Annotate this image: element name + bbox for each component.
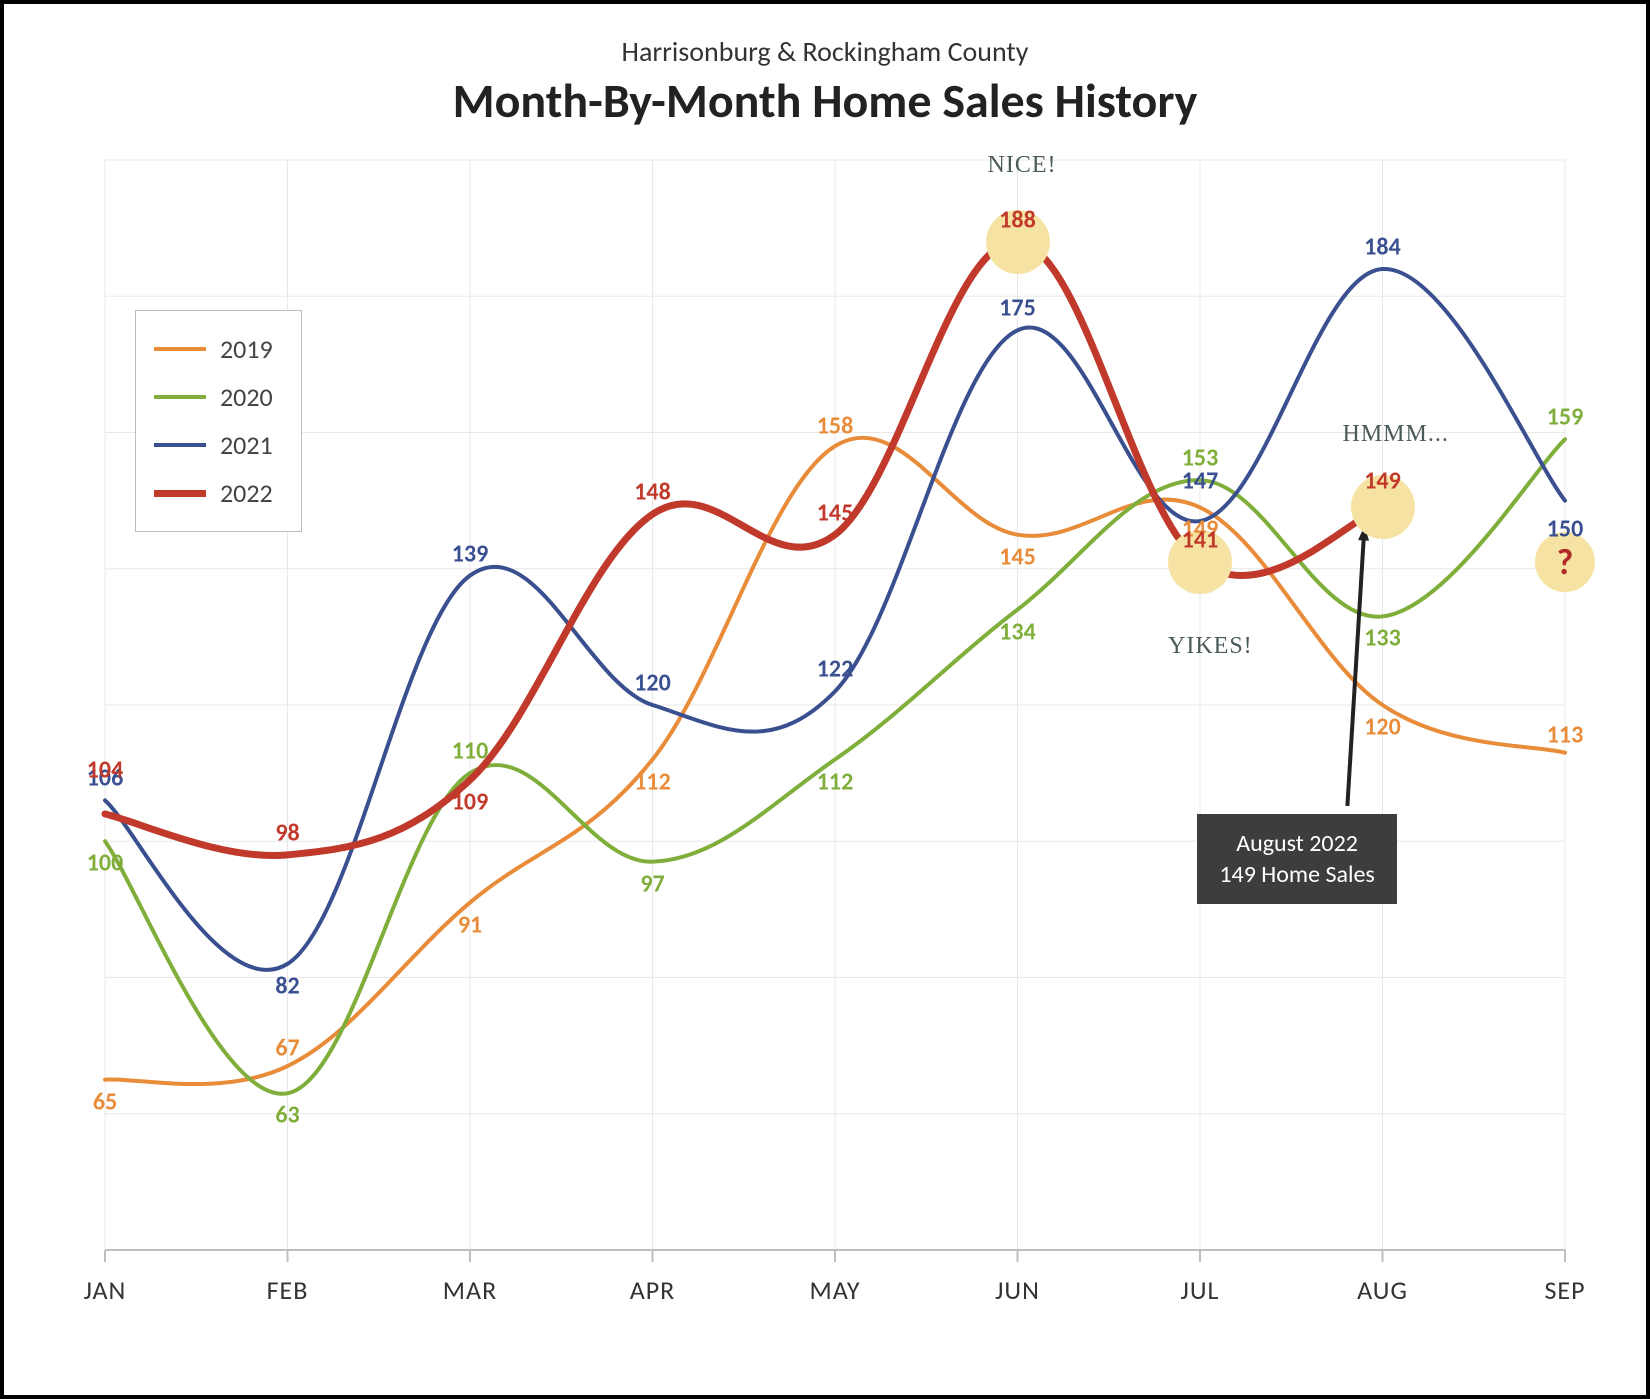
data-label: 145 [999, 542, 1036, 571]
legend-item-2021: 2021 [154, 421, 273, 469]
callout-line1: August 2022 [1219, 828, 1374, 859]
data-label: 65 [93, 1087, 117, 1116]
data-label: 145 [817, 498, 854, 527]
x-tick-label: APR [630, 1274, 676, 1306]
legend-item-2019: 2019 [154, 325, 273, 373]
callout-box: August 2022149 Home Sales [1197, 814, 1396, 904]
question-mark: ? [1557, 540, 1574, 584]
legend: 2019 2020 2021 2022 [135, 310, 302, 532]
x-tick-label: JUN [995, 1274, 1040, 1306]
legend-item-2020: 2020 [154, 373, 273, 421]
data-label: 63 [275, 1101, 299, 1130]
data-label: 100 [87, 849, 124, 878]
plot-area: 65 67 91 112 158 145 149 120 113 100 63 110 97 112 134… [45, 140, 1605, 1340]
legend-item-2022: 2022 [154, 469, 273, 517]
data-label: 139 [452, 539, 489, 568]
x-tick-label: AUG [1357, 1274, 1408, 1306]
x-tick-label: JAN [84, 1274, 127, 1306]
callout-line2: 149 Home Sales [1219, 859, 1374, 890]
x-tick-label: JUL [1181, 1274, 1220, 1306]
data-label: 109 [452, 787, 489, 816]
legend-swatch [154, 490, 206, 497]
chart-frame: Harrisonburg & Rockingham County Month-B… [0, 0, 1650, 1399]
legend-label: 2019 [220, 333, 273, 365]
legend-swatch [154, 395, 206, 399]
data-label: 122 [817, 655, 854, 684]
legend-label: 2021 [220, 429, 273, 461]
data-label: 149 [1364, 467, 1401, 496]
data-label: 112 [817, 767, 854, 796]
data-label: 97 [640, 869, 664, 898]
legend-swatch [154, 347, 206, 351]
data-label: 184 [1364, 233, 1401, 262]
data-label: 175 [999, 294, 1036, 323]
data-label: 158 [817, 412, 854, 441]
legend-label: 2020 [220, 381, 273, 413]
x-tick-label: MAY [809, 1274, 860, 1306]
annotation-hand-label: NICE! [988, 152, 1057, 179]
data-label: 104 [87, 756, 124, 785]
annotation-hand-label: HMMM... [1343, 421, 1449, 448]
data-label: 141 [1182, 525, 1219, 554]
chart-title: Month-By-Month Home Sales History [44, 71, 1606, 130]
data-label: 91 [458, 910, 482, 939]
data-label: 98 [275, 818, 299, 847]
data-label: 113 [1547, 720, 1584, 749]
data-label: 82 [275, 971, 299, 1000]
data-label: 147 [1182, 467, 1219, 496]
data-label: 159 [1547, 403, 1584, 432]
data-label: 120 [634, 669, 671, 698]
data-label: 188 [999, 205, 1036, 234]
legend-swatch [154, 443, 206, 447]
x-tick-label: FEB [267, 1274, 309, 1306]
data-label: 110 [452, 737, 489, 766]
chart-subtitle: Harrisonburg & Rockingham County [44, 34, 1606, 69]
data-label: 67 [275, 1034, 299, 1063]
data-label: 148 [634, 478, 671, 507]
data-label: 120 [1364, 713, 1401, 742]
data-label: 150 [1547, 514, 1584, 543]
annotation-hand-label: YIKES! [1168, 633, 1253, 660]
titles: Harrisonburg & Rockingham County Month-B… [44, 34, 1606, 130]
data-label: 112 [634, 767, 671, 796]
data-label: 134 [999, 617, 1036, 646]
x-tick-label: MAR [443, 1274, 497, 1306]
x-tick-label: SEP [1544, 1274, 1585, 1306]
legend-label: 2022 [220, 477, 273, 509]
data-label: 133 [1364, 624, 1401, 653]
